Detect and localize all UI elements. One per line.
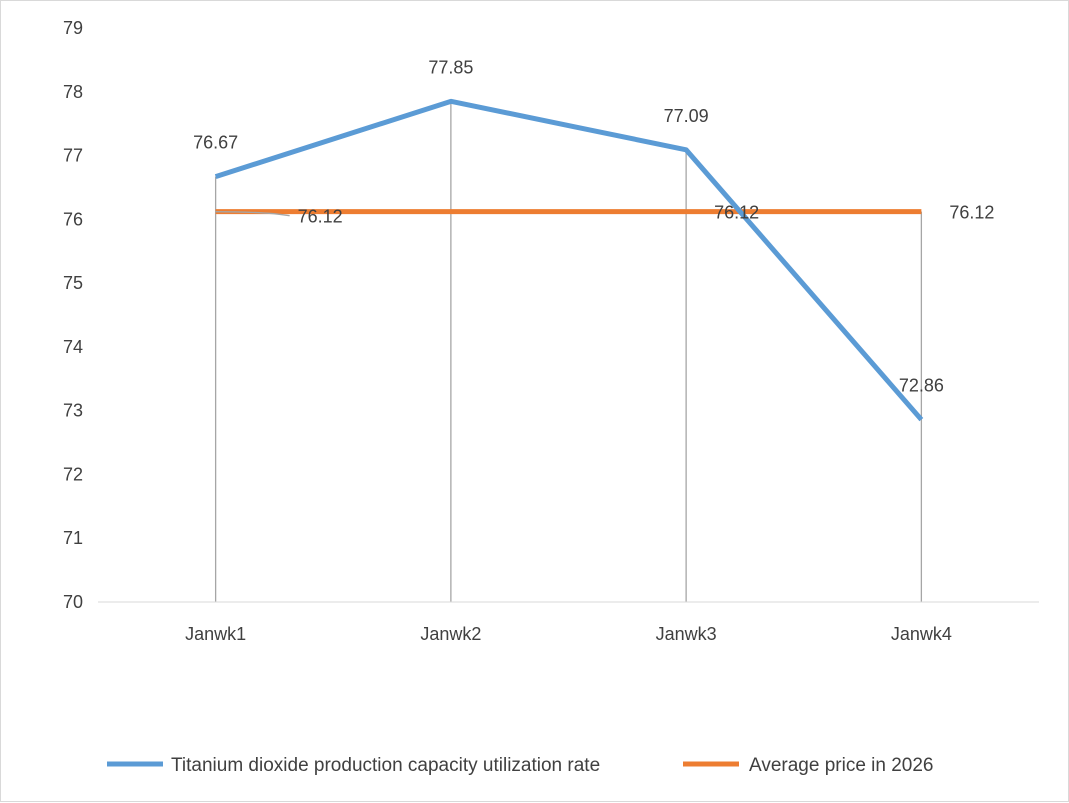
legend-entry: Titanium dioxide production capacity uti… — [171, 755, 600, 776]
y-tick-label: 75 — [63, 273, 83, 293]
y-tick-label: 74 — [63, 337, 83, 357]
y-tick-label: 71 — [63, 528, 83, 548]
y-tick-label: 76 — [63, 209, 83, 229]
data-label: 76.12 — [949, 203, 994, 223]
legend-entry: Average price in 2026 — [749, 755, 934, 776]
data-labels: 76.67 77.85 77.09 72.86 76.12 76.12 76.12 — [193, 57, 994, 395]
label-leader-line — [215, 211, 290, 217]
data-label: 72.86 — [899, 376, 944, 396]
y-tick-label: 79 — [63, 18, 83, 38]
y-tick-label: 72 — [63, 464, 83, 484]
data-label: 77.85 — [428, 57, 473, 77]
data-label: 76.67 — [193, 133, 238, 153]
series-lines — [214, 98, 924, 422]
series-line-1 — [214, 98, 924, 422]
x-tick-label: Janwk1 — [185, 624, 246, 644]
drop-lines — [214, 101, 923, 602]
y-tick-label: 73 — [63, 401, 83, 421]
x-tick-label: Janwk3 — [656, 624, 717, 644]
y-axis-ticks: 70 71 72 73 74 75 76 77 78 79 — [63, 18, 83, 612]
x-tick-label: Janwk2 — [420, 624, 481, 644]
x-axis-ticks: Janwk1 Janwk2 Janwk3 Janwk4 — [185, 624, 952, 644]
y-tick-label: 70 — [63, 592, 83, 612]
data-label: 77.09 — [664, 106, 709, 126]
data-label: 76.12 — [714, 203, 759, 223]
data-label: 76.12 — [298, 207, 343, 227]
legend: Titanium dioxide production capacity uti… — [107, 755, 934, 776]
y-tick-label: 78 — [63, 82, 83, 102]
x-tick-label: Janwk4 — [891, 624, 952, 644]
y-tick-label: 77 — [63, 146, 83, 166]
